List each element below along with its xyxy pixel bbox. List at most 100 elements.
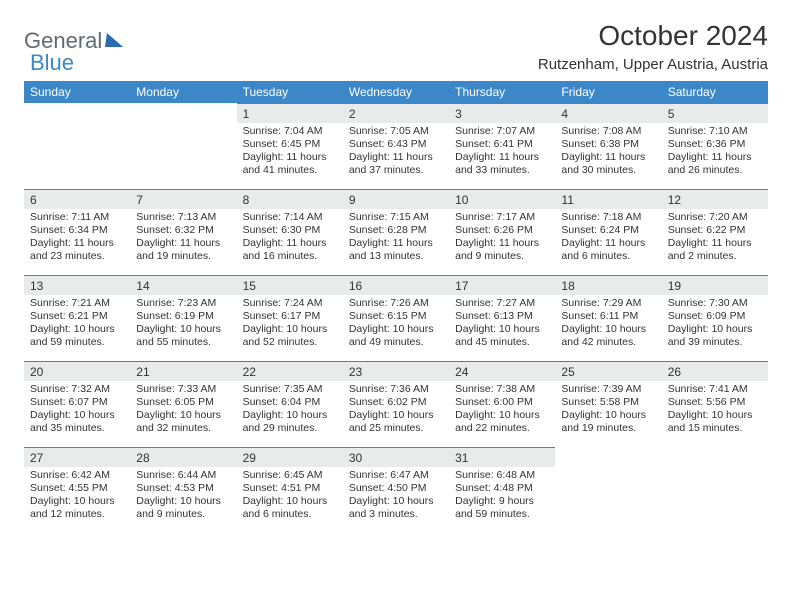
daylight-line: Daylight: 10 hours and 25 minutes. — [349, 409, 443, 435]
day-number: 8 — [237, 189, 343, 209]
calendar-week-row: 1Sunrise: 7:04 AMSunset: 6:45 PMDaylight… — [24, 103, 768, 189]
sunset-line: Sunset: 4:50 PM — [349, 482, 443, 495]
sunset-line: Sunset: 6:02 PM — [349, 396, 443, 409]
day-number: 26 — [662, 361, 768, 381]
daylight-line: Daylight: 11 hours and 37 minutes. — [349, 151, 443, 177]
calendar-empty-cell — [130, 103, 236, 189]
calendar-day-cell: 19Sunrise: 7:30 AMSunset: 6:09 PMDayligh… — [662, 275, 768, 361]
day-details: Sunrise: 7:29 AMSunset: 6:11 PMDaylight:… — [555, 295, 661, 354]
dow-header: Sunday — [24, 81, 130, 103]
daylight-line: Daylight: 11 hours and 16 minutes. — [243, 237, 337, 263]
daylight-line: Daylight: 11 hours and 6 minutes. — [561, 237, 655, 263]
calendar-day-cell: 15Sunrise: 7:24 AMSunset: 6:17 PMDayligh… — [237, 275, 343, 361]
daylight-line: Daylight: 10 hours and 52 minutes. — [243, 323, 337, 349]
sunset-line: Sunset: 6:11 PM — [561, 310, 655, 323]
daylight-line: Daylight: 10 hours and 19 minutes. — [561, 409, 655, 435]
calendar-day-cell: 28Sunrise: 6:44 AMSunset: 4:53 PMDayligh… — [130, 447, 236, 533]
day-number: 24 — [449, 361, 555, 381]
day-number: 4 — [555, 103, 661, 123]
sunset-line: Sunset: 6:13 PM — [455, 310, 549, 323]
sunrise-line: Sunrise: 7:14 AM — [243, 211, 337, 224]
sunrise-line: Sunrise: 7:15 AM — [349, 211, 443, 224]
daylight-line: Daylight: 11 hours and 13 minutes. — [349, 237, 443, 263]
day-details: Sunrise: 7:33 AMSunset: 6:05 PMDaylight:… — [130, 381, 236, 440]
sunrise-line: Sunrise: 7:29 AM — [561, 297, 655, 310]
day-number: 3 — [449, 103, 555, 123]
calendar-day-cell: 17Sunrise: 7:27 AMSunset: 6:13 PMDayligh… — [449, 275, 555, 361]
day-number: 21 — [130, 361, 236, 381]
sunrise-line: Sunrise: 7:39 AM — [561, 383, 655, 396]
day-details: Sunrise: 7:17 AMSunset: 6:26 PMDaylight:… — [449, 209, 555, 268]
day-details: Sunrise: 7:21 AMSunset: 6:21 PMDaylight:… — [24, 295, 130, 354]
sunset-line: Sunset: 5:58 PM — [561, 396, 655, 409]
calendar-day-cell: 11Sunrise: 7:18 AMSunset: 6:24 PMDayligh… — [555, 189, 661, 275]
sunrise-line: Sunrise: 7:10 AM — [668, 125, 762, 138]
sunset-line: Sunset: 6:43 PM — [349, 138, 443, 151]
day-details: Sunrise: 7:11 AMSunset: 6:34 PMDaylight:… — [24, 209, 130, 268]
dow-header: Saturday — [662, 81, 768, 103]
page-title: October 2024 — [538, 20, 768, 52]
sunset-line: Sunset: 6:30 PM — [243, 224, 337, 237]
sunrise-line: Sunrise: 6:47 AM — [349, 469, 443, 482]
sunrise-line: Sunrise: 6:42 AM — [30, 469, 124, 482]
daylight-line: Daylight: 11 hours and 33 minutes. — [455, 151, 549, 177]
sunrise-line: Sunrise: 7:11 AM — [30, 211, 124, 224]
daylight-line: Daylight: 10 hours and 59 minutes. — [30, 323, 124, 349]
day-number: 25 — [555, 361, 661, 381]
dow-header: Thursday — [449, 81, 555, 103]
daylight-line: Daylight: 10 hours and 32 minutes. — [136, 409, 230, 435]
calendar-empty-cell — [24, 103, 130, 189]
sunset-line: Sunset: 6:38 PM — [561, 138, 655, 151]
sunrise-line: Sunrise: 7:27 AM — [455, 297, 549, 310]
day-number: 16 — [343, 275, 449, 295]
sunrise-line: Sunrise: 7:18 AM — [561, 211, 655, 224]
sunset-line: Sunset: 4:55 PM — [30, 482, 124, 495]
day-number: 15 — [237, 275, 343, 295]
day-number: 7 — [130, 189, 236, 209]
day-number: 30 — [343, 447, 449, 467]
daylight-line: Daylight: 10 hours and 39 minutes. — [668, 323, 762, 349]
day-details: Sunrise: 7:07 AMSunset: 6:41 PMDaylight:… — [449, 123, 555, 182]
day-number: 22 — [237, 361, 343, 381]
daylight-line: Daylight: 9 hours and 59 minutes. — [455, 495, 549, 521]
day-number: 20 — [24, 361, 130, 381]
calendar-day-cell: 5Sunrise: 7:10 AMSunset: 6:36 PMDaylight… — [662, 103, 768, 189]
day-number: 23 — [343, 361, 449, 381]
calendar-day-cell: 12Sunrise: 7:20 AMSunset: 6:22 PMDayligh… — [662, 189, 768, 275]
sunrise-line: Sunrise: 7:24 AM — [243, 297, 337, 310]
day-details: Sunrise: 7:15 AMSunset: 6:28 PMDaylight:… — [343, 209, 449, 268]
sunrise-line: Sunrise: 7:04 AM — [243, 125, 337, 138]
day-number: 17 — [449, 275, 555, 295]
sunset-line: Sunset: 6:26 PM — [455, 224, 549, 237]
sunset-line: Sunset: 6:34 PM — [30, 224, 124, 237]
sunrise-line: Sunrise: 7:32 AM — [30, 383, 124, 396]
day-details: Sunrise: 7:18 AMSunset: 6:24 PMDaylight:… — [555, 209, 661, 268]
day-details: Sunrise: 7:38 AMSunset: 6:00 PMDaylight:… — [449, 381, 555, 440]
calendar-body: 1Sunrise: 7:04 AMSunset: 6:45 PMDaylight… — [24, 103, 768, 533]
day-number: 29 — [237, 447, 343, 467]
daylight-line: Daylight: 10 hours and 35 minutes. — [30, 409, 124, 435]
sunrise-line: Sunrise: 7:21 AM — [30, 297, 124, 310]
day-details: Sunrise: 6:42 AMSunset: 4:55 PMDaylight:… — [24, 467, 130, 526]
page-subtitle: Rutzenham, Upper Austria, Austria — [538, 56, 768, 73]
calendar-week-row: 20Sunrise: 7:32 AMSunset: 6:07 PMDayligh… — [24, 361, 768, 447]
day-number: 18 — [555, 275, 661, 295]
day-number: 12 — [662, 189, 768, 209]
calendar-table: SundayMondayTuesdayWednesdayThursdayFrid… — [24, 81, 768, 533]
header: General October 2024 Rutzenham, Upper Au… — [24, 20, 768, 73]
sunset-line: Sunset: 6:09 PM — [668, 310, 762, 323]
day-details: Sunrise: 7:23 AMSunset: 6:19 PMDaylight:… — [130, 295, 236, 354]
sunset-line: Sunset: 6:07 PM — [30, 396, 124, 409]
day-number: 14 — [130, 275, 236, 295]
calendar-week-row: 13Sunrise: 7:21 AMSunset: 6:21 PMDayligh… — [24, 275, 768, 361]
sunrise-line: Sunrise: 7:35 AM — [243, 383, 337, 396]
day-details: Sunrise: 7:10 AMSunset: 6:36 PMDaylight:… — [662, 123, 768, 182]
sunset-line: Sunset: 4:51 PM — [243, 482, 337, 495]
calendar-day-cell: 30Sunrise: 6:47 AMSunset: 4:50 PMDayligh… — [343, 447, 449, 533]
day-number: 19 — [662, 275, 768, 295]
sunrise-line: Sunrise: 7:07 AM — [455, 125, 549, 138]
daylight-line: Daylight: 10 hours and 6 minutes. — [243, 495, 337, 521]
daylight-line: Daylight: 10 hours and 29 minutes. — [243, 409, 337, 435]
day-details: Sunrise: 7:24 AMSunset: 6:17 PMDaylight:… — [237, 295, 343, 354]
day-details: Sunrise: 7:05 AMSunset: 6:43 PMDaylight:… — [343, 123, 449, 182]
